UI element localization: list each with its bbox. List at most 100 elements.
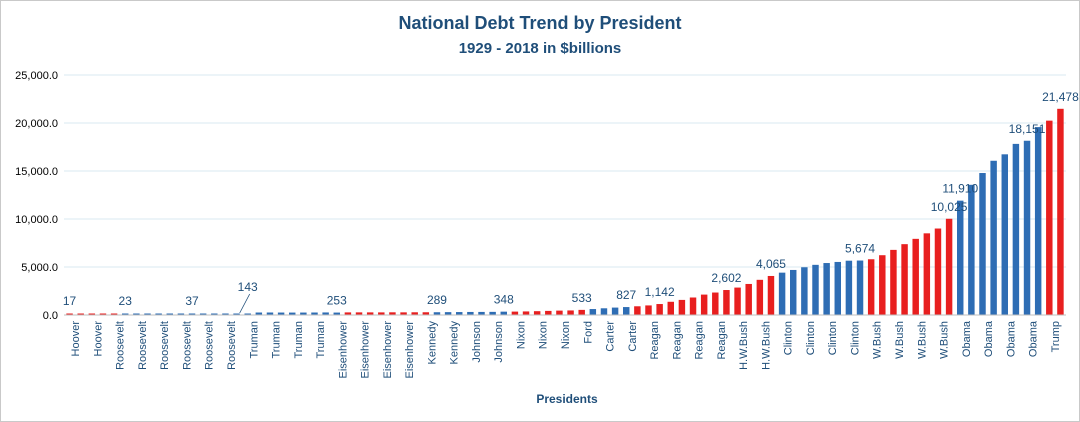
bar: [1023, 140, 1031, 315]
x-axis-ticks: Hoover Hoover Roosevelt Roosevelt Roosevelt R…: [70, 320, 1062, 378]
bar: [812, 264, 819, 315]
bar: [411, 312, 418, 315]
x-tick-label: W.Bush: [894, 321, 906, 359]
x-tick-label: Roosevelt: [115, 321, 127, 370]
bar: [545, 310, 552, 315]
bar: [266, 312, 274, 315]
bar: [879, 255, 886, 315]
data-labels: 17 23 37 143 253 289 348 533 827 1,142 2,602 4,065 5…: [63, 90, 1079, 314]
x-tick-label: Reagan: [716, 321, 728, 360]
data-label: 348: [494, 293, 514, 307]
bar: [422, 312, 430, 315]
bar: [478, 311, 485, 315]
x-tick-label: Trump: [1050, 321, 1062, 352]
chart-subtitle: 1929 - 2018 in $billions: [459, 40, 622, 57]
bar: [255, 312, 263, 315]
bar: [556, 310, 563, 315]
bar: [211, 313, 218, 315]
bar: [1057, 108, 1064, 315]
bar: [1012, 143, 1020, 315]
y-tick-label: 25,000.0: [15, 70, 58, 82]
x-tick-label: H.W.Bush: [760, 321, 772, 370]
x-tick-label: Clinton: [805, 321, 817, 355]
bar: [957, 200, 964, 315]
bar: [199, 313, 207, 315]
bar: [110, 313, 118, 315]
data-label: 2,602: [711, 271, 741, 285]
bar: [912, 238, 919, 315]
gridlines: [64, 74, 1066, 268]
data-label: 533: [572, 291, 592, 305]
y-tick-label: 20,000.0: [15, 118, 58, 130]
bar: [945, 218, 953, 315]
x-tick-label: Roosevelt: [204, 321, 216, 370]
data-label: 18,151: [1009, 122, 1046, 136]
x-tick-label: Eisenhower: [337, 321, 349, 379]
x-tick-label: Nixon: [538, 321, 550, 349]
bar: [1046, 120, 1053, 315]
bar: [990, 160, 997, 315]
bar: [467, 311, 474, 315]
bars: [66, 108, 1064, 315]
x-tick-label: Roosevelt: [159, 321, 171, 370]
bar: [700, 294, 708, 315]
bar: [389, 312, 396, 315]
bar: [511, 311, 519, 315]
x-tick-label: Eisenhower: [360, 321, 372, 379]
bar: [845, 260, 853, 315]
y-tick-label: 0.0: [43, 310, 58, 322]
x-tick-label: Eisenhower: [382, 321, 394, 379]
x-tick-label: W.Bush: [916, 321, 928, 359]
x-axis-label: Presidents: [536, 392, 598, 406]
x-tick-label: Nixon: [560, 321, 572, 349]
bar: [611, 307, 619, 315]
bar: [500, 311, 507, 315]
bar: [166, 313, 173, 315]
bar: [689, 297, 697, 315]
data-label: 17: [63, 294, 77, 308]
x-tick-label: Johnson: [471, 321, 483, 363]
data-label: 11,910: [942, 182, 978, 196]
x-tick-label: Carter: [605, 321, 617, 352]
bar: [522, 311, 530, 315]
bar: [823, 263, 830, 315]
bar: [400, 312, 407, 315]
data-label: 1,142: [645, 285, 675, 299]
data-label: 827: [616, 288, 636, 302]
bar: [856, 260, 864, 315]
chart-title: National Debt Trend by President: [398, 13, 681, 33]
bar: [489, 311, 496, 315]
bar: [645, 305, 652, 315]
bar: [99, 313, 107, 315]
bar: [366, 312, 374, 315]
bar: [133, 313, 140, 315]
data-label: 37: [185, 294, 199, 308]
bar: [188, 313, 196, 315]
x-tick-label: Hoover: [92, 321, 104, 357]
bar: [623, 307, 630, 315]
x-tick-label: Truman: [248, 321, 260, 359]
x-tick-label: Kennedy: [426, 321, 438, 365]
bar: [233, 313, 240, 315]
bar: [567, 310, 574, 315]
bar: [678, 299, 686, 315]
bar: [222, 313, 229, 315]
x-tick-label: Roosevelt: [181, 321, 193, 370]
bar: [355, 312, 363, 315]
x-tick-label: Obama: [1005, 320, 1017, 357]
bar: [578, 309, 585, 315]
x-tick-label: Clinton: [827, 321, 839, 355]
bar: [589, 309, 597, 315]
bar: [289, 312, 296, 315]
data-label: 4,065: [756, 257, 786, 271]
bar: [1001, 154, 1008, 315]
bar: [155, 313, 162, 315]
x-tick-label: Johnson: [493, 321, 505, 363]
bar: [311, 312, 318, 315]
bar: [177, 313, 185, 315]
bar: [656, 304, 663, 315]
y-tick-label: 5,000.0: [21, 262, 58, 274]
bar: [979, 173, 986, 315]
